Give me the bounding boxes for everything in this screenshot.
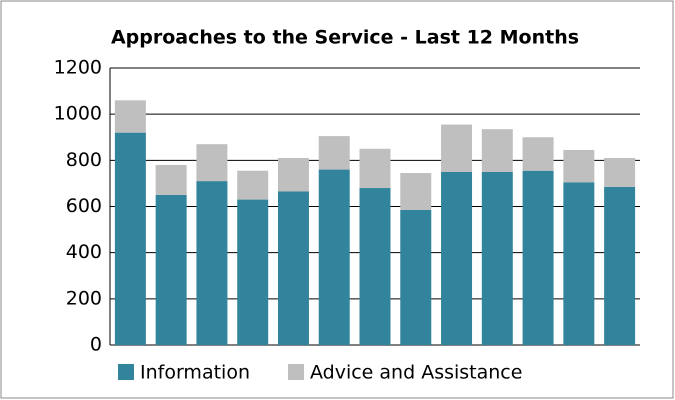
chart-title: Approaches to the Service - Last 12 Mont… (111, 27, 579, 49)
bar-segment (277, 191, 309, 345)
bar-segment (359, 188, 391, 345)
bar-segment (155, 164, 187, 195)
bar-segment (155, 194, 187, 345)
y-tick-label: 200 (66, 287, 102, 309)
y-tick-label: 0 (90, 334, 102, 356)
bar-segment (400, 173, 432, 210)
bar-segment (318, 136, 350, 170)
y-tick-label: 600 (66, 195, 102, 217)
bar-segment (522, 170, 554, 345)
legend-label: Advice and Assistance (310, 362, 522, 384)
bar-segment (237, 170, 269, 200)
bar-segment (196, 144, 228, 182)
bar-segment (522, 137, 554, 171)
y-tick-label: 400 (66, 241, 102, 263)
bar-segment (196, 181, 228, 345)
legend-swatch (287, 364, 304, 380)
legend-swatch (118, 364, 134, 380)
bar-segment (481, 171, 513, 345)
bar-segment (604, 158, 636, 187)
bar-segment (604, 186, 636, 345)
bar-segment (563, 182, 595, 345)
bar-segment (563, 149, 595, 183)
bar-segment (114, 100, 146, 133)
y-tick-label: 800 (66, 149, 102, 171)
bar-segment (481, 129, 513, 172)
y-tick-label: 1200 (54, 57, 102, 79)
bar-segment (400, 209, 432, 345)
bar-segment (441, 124, 473, 172)
bar-segment (114, 132, 146, 345)
y-tick-label: 1000 (54, 103, 102, 125)
bar-segment (318, 169, 350, 345)
bar-segment (237, 199, 269, 345)
bar-segment (277, 158, 309, 192)
bar-segment (359, 148, 391, 189)
bar-segment (441, 171, 473, 345)
legend-label: Information (140, 362, 250, 384)
